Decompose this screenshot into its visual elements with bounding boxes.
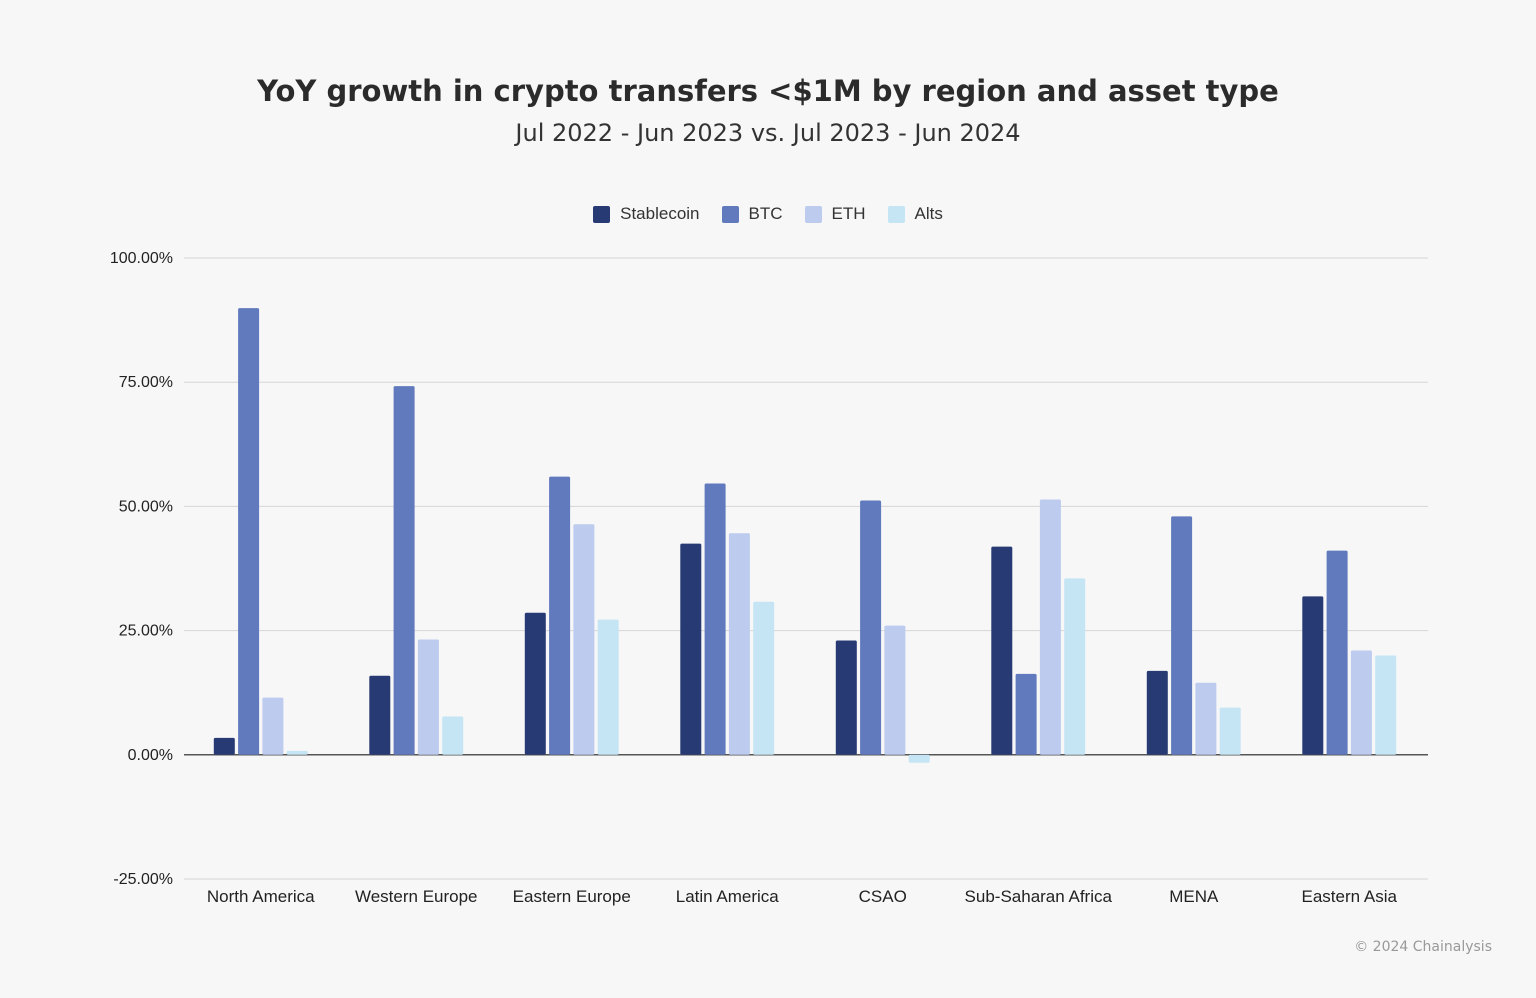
chart-subtitle: Jul 2022 - Jun 2023 vs. Jul 2023 - Jun 2… (515, 119, 1021, 147)
bar-btc (1171, 516, 1193, 755)
x-category-label: Latin America (676, 887, 780, 906)
legend-item: ETH (804, 204, 866, 224)
bar-alts (1219, 707, 1241, 755)
y-tick-label: 25.00% (119, 623, 173, 640)
bar-btc (393, 386, 415, 755)
chart-title: YoY growth in crypto transfers <$1M by r… (257, 74, 1279, 108)
bar-alts (442, 716, 464, 755)
bar-alts (1064, 578, 1086, 755)
x-category-label: MENA (1169, 887, 1219, 906)
bar-alts (597, 619, 619, 755)
legend-swatch (887, 205, 905, 223)
legend-swatch (721, 205, 739, 223)
bar-btc (860, 500, 882, 755)
legend-label: BTC (748, 204, 783, 223)
bar-eth (1350, 650, 1372, 755)
bar-stablecoin (369, 675, 391, 755)
bar-stablecoin (835, 640, 857, 755)
legend-label: Stablecoin (620, 204, 700, 223)
bar-btc (1015, 673, 1037, 755)
legend: Stablecoin BTC ETH Alts (0, 204, 1536, 224)
bar-btc (704, 483, 726, 755)
x-category-label: Western Europe (355, 887, 478, 906)
y-tick-label: 100.00% (110, 250, 173, 267)
legend-item: BTC (721, 204, 783, 224)
bar-btc (238, 308, 260, 755)
bar-eth (884, 625, 906, 755)
bar-eth (573, 524, 595, 755)
bar-eth (1195, 682, 1217, 755)
bar-eth (417, 639, 439, 755)
legend-swatch (804, 205, 822, 223)
bar-stablecoin (1146, 670, 1168, 755)
bar-btc (1326, 550, 1348, 755)
bar-stablecoin (524, 612, 546, 755)
bar-alts (753, 601, 775, 755)
x-category-label: Sub-Saharan Africa (965, 887, 1113, 906)
legend-label: Alts (914, 204, 943, 223)
y-tick-label: 50.00% (119, 498, 173, 515)
copyright-footer: © 2024 Chainalysis (1354, 939, 1492, 955)
x-category-label: Eastern Asia (1302, 887, 1398, 906)
y-tick-label: -25.00% (113, 871, 173, 888)
legend-label: ETH (831, 204, 866, 223)
y-tick-label: 0.00% (128, 747, 173, 764)
bar-stablecoin (1302, 596, 1324, 755)
y-tick-label: 75.00% (119, 374, 173, 391)
x-category-label: Eastern Europe (513, 887, 631, 906)
bar-stablecoin (991, 546, 1013, 755)
bar-stablecoin (213, 737, 235, 755)
x-category-label: North America (207, 887, 315, 906)
legend-item: Alts (887, 204, 943, 224)
bar-alts (286, 750, 308, 755)
bar-eth (262, 697, 284, 755)
bar-alts (908, 754, 930, 763)
bar-eth (1039, 499, 1061, 755)
bar-eth (728, 533, 750, 755)
legend-swatch (593, 205, 611, 223)
legend-item: Stablecoin (593, 204, 700, 224)
bar-stablecoin (680, 543, 702, 755)
x-category-label: CSAO (859, 887, 907, 906)
bar-alts (1375, 655, 1397, 755)
bar-btc (549, 476, 571, 755)
